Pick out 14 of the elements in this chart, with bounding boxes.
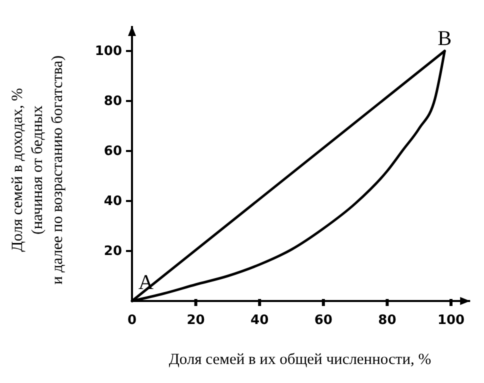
y-axis-title: Доля семей в доходах, % (начиная от бедных и далее по возрастанию богатства)	[9, 55, 66, 285]
x-tick-label: 0	[127, 313, 137, 328]
x-axis-title: Доля семей в их общей численности, %	[168, 351, 432, 368]
y-tick-label: 20	[104, 244, 122, 260]
x-tick-label: 60	[314, 313, 332, 328]
x-tick-label: 40	[250, 313, 269, 328]
x-tick-label: 20	[186, 313, 205, 328]
y-tick-label: 80	[104, 94, 122, 110]
annotation: B	[438, 26, 452, 50]
y-tick-label: 60	[104, 144, 122, 160]
x-tick-label: 80	[378, 313, 396, 328]
y-tick-label: 40	[104, 194, 122, 210]
x-tick-label: 100	[437, 313, 465, 328]
y-tick-label: 100	[94, 44, 122, 60]
